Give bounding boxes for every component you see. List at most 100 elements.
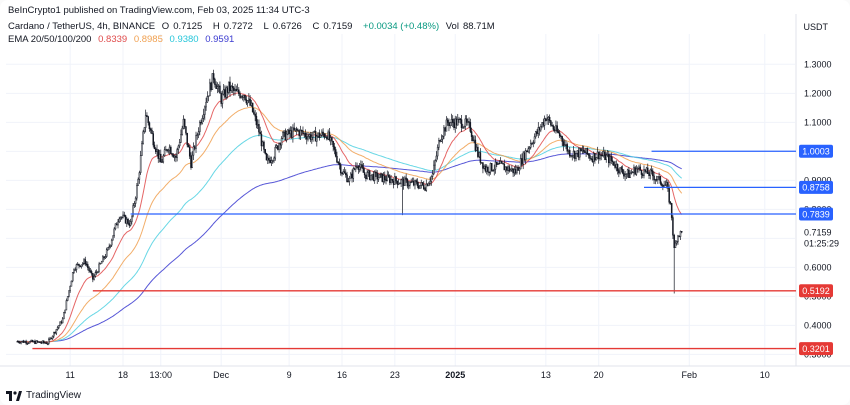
- candle-body: [400, 179, 402, 184]
- candle-body: [74, 269, 76, 271]
- candle-body: [641, 174, 644, 176]
- candle-body: [528, 147, 531, 150]
- candle-body: [73, 269, 75, 273]
- tradingview-brand[interactable]: TradingView: [6, 390, 81, 401]
- candle-body: [123, 214, 126, 217]
- x-tick-label: 11: [66, 370, 75, 380]
- candle-body: [431, 173, 434, 177]
- candle-body: [321, 131, 323, 136]
- candle-body: [342, 171, 344, 175]
- ema50-value: 0.8985: [133, 34, 163, 45]
- candle-body: [133, 203, 136, 206]
- candle-body: [332, 140, 334, 147]
- candle-body: [496, 161, 498, 165]
- candle-body: [337, 161, 339, 164]
- candle-body: [410, 181, 412, 184]
- candle-body: [41, 340, 44, 344]
- candle-body: [308, 134, 311, 137]
- candle-body: [557, 131, 560, 134]
- candle-body: [278, 143, 280, 150]
- candle-body: [482, 162, 484, 169]
- close-value: C 0.7159: [312, 21, 353, 32]
- candle-body: [385, 179, 387, 182]
- candle-body: [108, 246, 110, 249]
- candle-body: [553, 129, 556, 131]
- candle-body: [509, 169, 512, 172]
- candle-body: [674, 242, 677, 249]
- candle-body: [550, 120, 552, 126]
- candle-body: [658, 176, 660, 178]
- candle-body: [600, 154, 602, 156]
- candle-body: [97, 271, 99, 274]
- candle-body: [677, 235, 679, 242]
- candle-body: [483, 165, 485, 169]
- candle-body: [543, 118, 546, 126]
- candle-body: [523, 152, 526, 160]
- candle-body: [54, 331, 56, 334]
- candle-body: [589, 155, 591, 159]
- candle-body: [339, 164, 342, 174]
- candle-body: [416, 181, 419, 187]
- candle-body: [260, 133, 263, 147]
- candle-body: [79, 265, 81, 267]
- candle-body: [659, 176, 662, 184]
- candle-body: [665, 182, 668, 186]
- candle-body: [352, 168, 355, 179]
- candle-body: [19, 342, 21, 344]
- candle-body: [650, 169, 653, 172]
- candle-body: [144, 115, 147, 128]
- currency-label[interactable]: USDT: [803, 22, 829, 32]
- candle-body: [259, 131, 261, 135]
- candle-body: [21, 340, 24, 343]
- candle-body: [71, 272, 74, 282]
- candle-body: [464, 118, 467, 127]
- candle-body: [178, 142, 181, 147]
- candle-body: [230, 85, 232, 92]
- candle-body: [585, 148, 587, 154]
- candle-body: [114, 223, 117, 230]
- symbol-label[interactable]: Cardano / TetherUS, 4h, BINANCE: [8, 21, 156, 32]
- candle-body: [536, 131, 538, 134]
- candle-body: [287, 129, 289, 135]
- candle-body: [640, 170, 643, 175]
- candle-body: [455, 118, 458, 126]
- candle-body: [266, 157, 269, 161]
- candle-body: [136, 185, 138, 199]
- y-tick-label: 0.4000: [804, 320, 832, 330]
- ema-legend[interactable]: EMA 20/50/100/200 0.8339 0.8985 0.9380 0…: [8, 34, 238, 45]
- candle-body: [322, 131, 324, 135]
- candle-body: [537, 127, 540, 134]
- candle-body: [183, 118, 186, 127]
- candle-body: [240, 96, 243, 98]
- candle-body: [235, 89, 238, 92]
- candle-body: [142, 131, 144, 144]
- candle-body: [594, 153, 596, 161]
- candle-body: [40, 342, 42, 344]
- candle-body: [615, 164, 618, 168]
- x-tick-label: 18: [118, 370, 128, 380]
- y-tick-label: 1.1000: [804, 117, 832, 127]
- candle-body: [238, 89, 240, 94]
- candle-body: [314, 131, 317, 142]
- candle-body: [233, 87, 235, 91]
- candle-body: [316, 135, 318, 142]
- candle-body: [280, 138, 283, 146]
- candle-body: [83, 259, 85, 264]
- candle-body: [58, 325, 60, 328]
- candle-body: [630, 172, 633, 174]
- candle-body: [298, 130, 300, 137]
- candle-body: [590, 158, 592, 160]
- candle-body: [85, 263, 88, 266]
- candle-body: [664, 184, 667, 186]
- candle-body: [595, 157, 597, 161]
- candle-body: [426, 183, 429, 187]
- candle-body: [575, 153, 577, 159]
- candle-body: [327, 131, 329, 140]
- candle-body: [449, 122, 451, 127]
- candle-body: [37, 341, 40, 343]
- candle-body: [180, 134, 182, 143]
- candle-body: [270, 160, 273, 163]
- candle-body: [552, 125, 555, 130]
- x-tick-label: 20: [594, 370, 604, 380]
